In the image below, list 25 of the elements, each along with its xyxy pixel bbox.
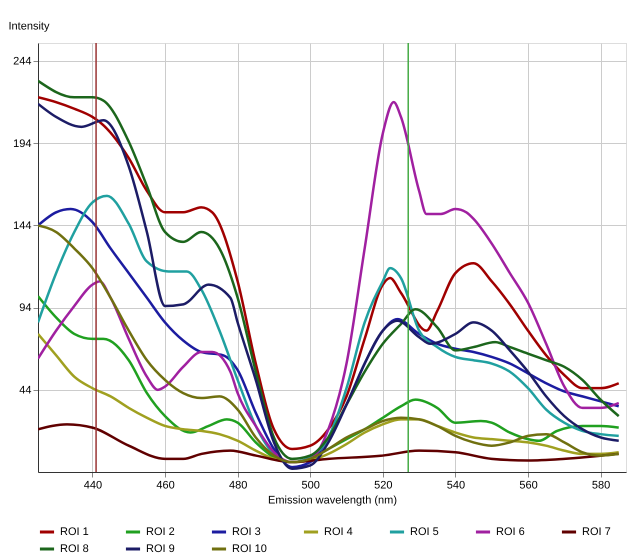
legend-label: ROI 10	[232, 543, 267, 555]
y-tick-label: 94	[19, 302, 32, 314]
legend-label: ROI 6	[496, 526, 525, 538]
x-tick-label: 480	[228, 480, 248, 492]
x-tick-label: 460	[156, 480, 175, 492]
x-tick-label: 560	[519, 480, 538, 492]
legend-label: ROI 9	[146, 543, 175, 555]
x-tick-label: 540	[446, 480, 466, 492]
y-tick-label: 194	[13, 138, 32, 150]
legend-label: ROI 5	[410, 526, 439, 538]
y-tick-label: 44	[19, 384, 32, 396]
legend-label: ROI 3	[232, 526, 261, 538]
legend-label: ROI 2	[146, 526, 175, 538]
legend-label: ROI 1	[60, 526, 89, 538]
x-tick-label: 520	[374, 480, 392, 492]
legend-label: ROI 8	[60, 543, 89, 555]
legend-label: ROI 4	[324, 526, 353, 538]
y-tick-label: 244	[13, 56, 32, 68]
legend-label: ROI 7	[582, 526, 611, 538]
y-axis-title: Intensity	[8, 20, 50, 32]
x-tick-label: 580	[592, 480, 610, 492]
x-tick-label: 440	[84, 480, 102, 492]
x-axis-title: Emission wavelength (nm)	[268, 494, 397, 506]
y-tick-label: 144	[13, 220, 32, 232]
x-tick-label: 500	[302, 480, 320, 492]
